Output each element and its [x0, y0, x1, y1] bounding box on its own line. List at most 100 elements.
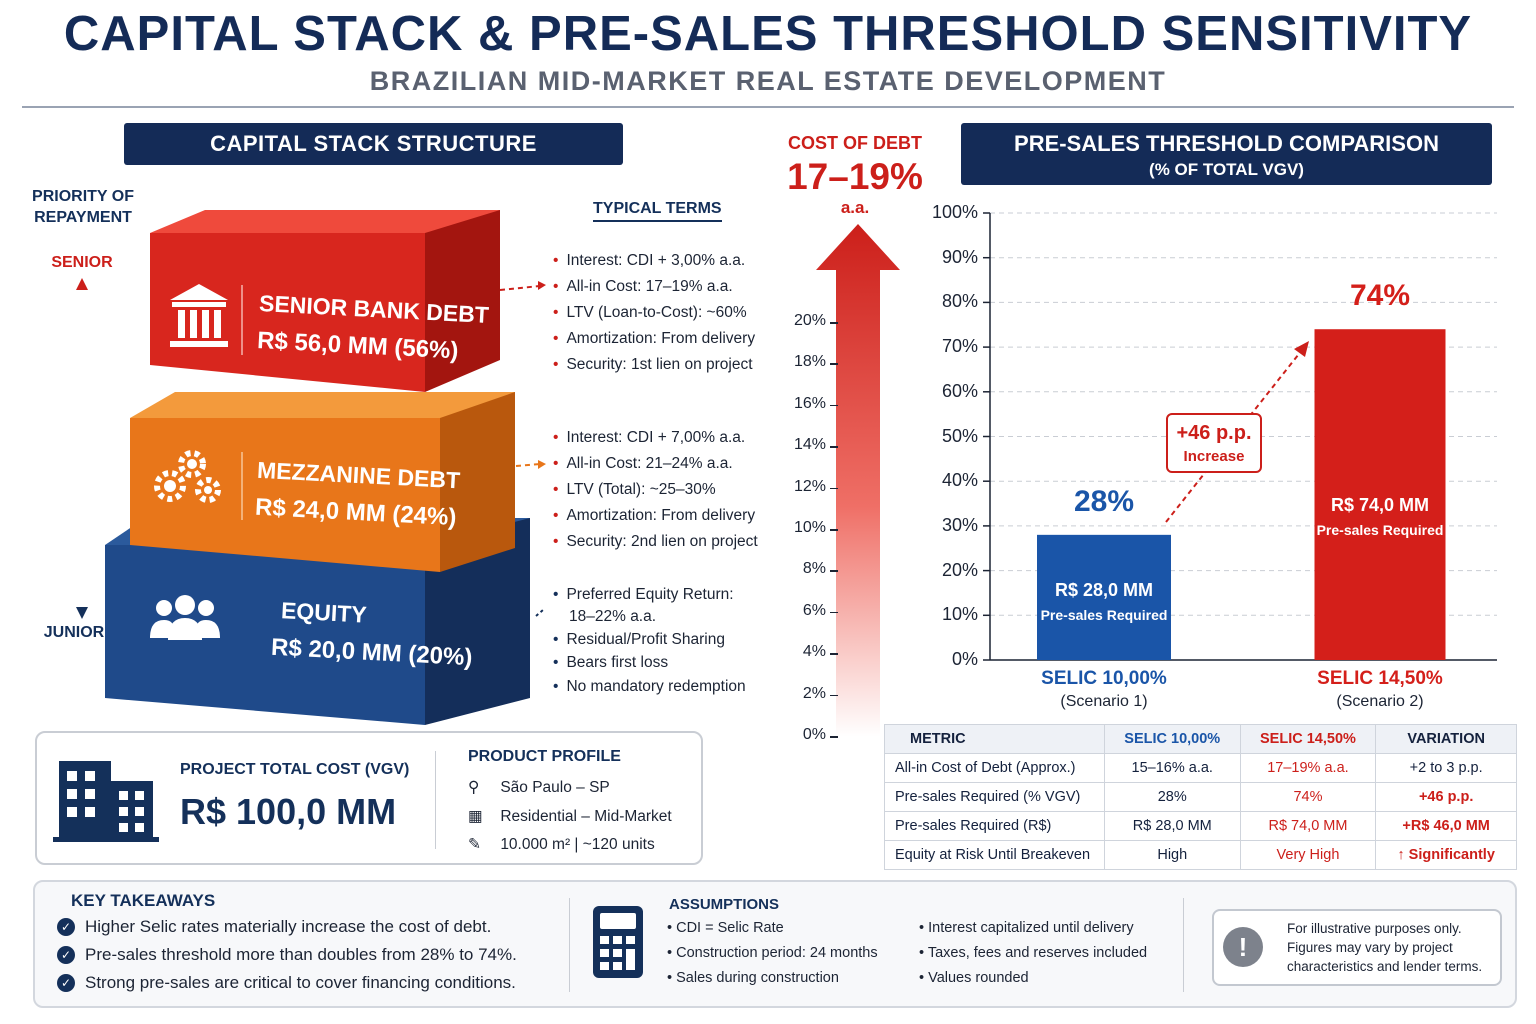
table-cell: ↑ Significantly — [1375, 840, 1517, 870]
mezzanine-block — [130, 392, 515, 572]
presales-bar-chart — [983, 212, 1497, 661]
table-cell: +46 p.p. — [1375, 782, 1517, 812]
disclaimer-box: ! For illustrative purposes only. Figure… — [1212, 909, 1502, 986]
y-tick-label: 90% — [941, 246, 978, 267]
col-header-variation: VARIATION — [1375, 724, 1517, 754]
terms-connectors — [499, 281, 546, 617]
term-line: • LTV (Loan-to-Cost): ~60% — [553, 304, 747, 321]
cost-axis-tick-label: 10% — [793, 519, 826, 536]
bottom-divider — [1183, 898, 1184, 992]
cost-of-debt-value: 17–19% — [787, 156, 923, 197]
gears-icon — [154, 450, 221, 503]
cost-of-debt-unit: a.a. — [840, 198, 870, 217]
col-header-metric: METRIC — [884, 724, 1105, 754]
term-line: • Preferred Equity Return: — [553, 586, 734, 603]
x-category-label: SELIC 14,50% — [1317, 668, 1443, 689]
term-line: • Amortization: From delivery — [553, 507, 756, 524]
term-line: • Interest: CDI + 3,00% a.a. — [553, 252, 746, 269]
edit-area-icon: ✎ — [468, 836, 481, 853]
term-line: 18–22% a.a. — [569, 608, 657, 625]
table-cell: +2 to 3 p.p. — [1375, 753, 1517, 783]
bottom-panel: KEY TAKEAWAYS ✓ Higher Selic rates materi… — [33, 880, 1517, 1008]
table-cell: R$ 74,0 MM — [1239, 811, 1377, 841]
people-icon — [150, 595, 220, 640]
increase-callout: +46 p.p. Increase — [1166, 413, 1262, 473]
project-total-label: PROJECT TOTAL COST (VGV) — [180, 761, 410, 778]
cost-axis-tick-label: 18% — [793, 353, 826, 371]
cost-axis-tick-label: 20% — [793, 312, 826, 329]
increase-value: +46 p.p. — [1176, 422, 1252, 444]
takeaways-list: ✓ Higher Selic rates materially increase … — [57, 913, 517, 997]
cost-axis-tick-label: 2% — [802, 684, 826, 702]
bar-amount-label: R$ 28,0 MM — [1054, 580, 1154, 600]
x-category-label: SELIC 10,00% — [1041, 668, 1167, 689]
warning-icon: ! — [1223, 927, 1263, 967]
capital-stack-heading: CAPITAL STACK STRUCTURE — [124, 123, 623, 165]
y-tick-label: 30% — [941, 514, 978, 535]
y-tick-label: 100% — [931, 202, 978, 222]
presales-heading: PRE-SALES THRESHOLD COMPARISON (% OF TOT… — [961, 123, 1492, 185]
presales-bar — [1037, 534, 1171, 660]
cost-axis-tick-label: 4% — [802, 643, 826, 661]
increase-arrow-head — [1294, 341, 1309, 357]
cost-axis-tick-mark — [830, 570, 838, 572]
cost-axis-tick-mark — [830, 446, 838, 448]
equity-terms: • Preferred Equity Return: 18–22% a.a. • R… — [553, 584, 746, 699]
bar-note-label: Pre-sales Required — [1316, 522, 1444, 539]
assumption-item: • CDI = Selic Rate — [667, 920, 784, 936]
table-cell: 74% — [1239, 782, 1377, 812]
y-tick-label: 80% — [941, 291, 978, 312]
cost-axis-tick-label: 16% — [793, 394, 826, 412]
cost-axis-tick-mark — [830, 529, 838, 531]
terms-title: TYPICAL TERMS — [593, 200, 722, 222]
capital-stack-blocks — [105, 210, 530, 725]
check-icon: ✓ — [57, 974, 75, 992]
cost-axis-tick-mark — [830, 487, 838, 490]
presales-title: PRE-SALES THRESHOLD COMPARISON — [1014, 131, 1439, 156]
cost-axis-tick-mark — [830, 363, 838, 365]
profile-size: ✎ 10.000 m² | ~120 units — [468, 836, 655, 853]
priority-arrow — [76, 278, 88, 619]
table-row: Pre-sales Required (% VGV) 28% 74% +46 p… — [884, 782, 1517, 812]
term-line: • All-in Cost: 17–19% a.a. — [553, 278, 733, 295]
y-tick-label: 0% — [951, 649, 978, 669]
takeaway-item: ✓ Strong pre-sales are critical to cover … — [57, 969, 517, 997]
cost-axis-tick-label: 0% — [802, 726, 826, 743]
table-cell: +R$ 46,0 MM — [1375, 811, 1517, 841]
assumption-item: • Sales during construction — [667, 970, 839, 986]
project-card: PROJECT TOTAL COST (VGV) R$ 100,0 MM PRO… — [35, 731, 703, 865]
mezzanine-terms: • Interest: CDI + 7,00% a.a. • All-in Cost… — [553, 425, 758, 555]
assumptions-col-1: • CDI = Selic Rate • Construction period… — [667, 920, 878, 995]
bottom-divider — [569, 898, 570, 992]
profile-location: ⚲ São Paulo – SP — [468, 779, 610, 796]
bank-icon — [170, 284, 228, 347]
table-cell: High — [1103, 840, 1241, 870]
assumption-item: • Taxes, fees and reserves included — [919, 945, 1148, 961]
cost-axis-tick-label: 14% — [793, 436, 826, 454]
table-cell: 17–19% a.a. — [1239, 753, 1377, 783]
cost-of-debt-label: COST OF DEBT — [788, 133, 922, 153]
assumption-item: • Values rounded — [919, 970, 1029, 986]
cost-axis-tick-label: 6% — [802, 601, 826, 619]
cost-axis-tick-mark — [830, 736, 838, 738]
assumption-item: • Construction period: 24 months — [667, 945, 878, 961]
priority-label: PRIORITY OF REPAYMENT — [32, 188, 134, 226]
table-row: Pre-sales Required (R$) R$ 28,0 MM R$ 74… — [884, 811, 1517, 841]
takeaways-title: KEY TAKEAWAYS — [71, 891, 216, 910]
table-cell: All-in Cost of Debt (Approx.) — [884, 753, 1105, 783]
x-category-sublabel: (Scenario 1) — [1060, 693, 1148, 710]
table-row: All-in Cost of Debt (Approx.) 15–16% a.a… — [884, 753, 1517, 783]
card-divider — [435, 751, 436, 849]
map-pin-icon: ⚲ — [468, 779, 480, 796]
term-line: • LTV (Total): ~25–30% — [553, 481, 716, 498]
col-header-selic-10: SELIC 10,00% — [1103, 724, 1241, 754]
table-cell: 15–16% a.a. — [1103, 753, 1241, 783]
increase-label: Increase — [1183, 448, 1245, 465]
assumptions-title: ASSUMPTIONS — [669, 896, 780, 913]
table-cell: 28% — [1103, 782, 1241, 812]
y-tick-label: 50% — [941, 425, 978, 446]
cost-of-debt-arrow — [816, 224, 900, 737]
cost-axis-tick-label: 12% — [793, 477, 826, 495]
profile-segment: ▦ Residential – Mid-Market — [468, 808, 672, 825]
table-cell: R$ 28,0 MM — [1103, 811, 1241, 841]
